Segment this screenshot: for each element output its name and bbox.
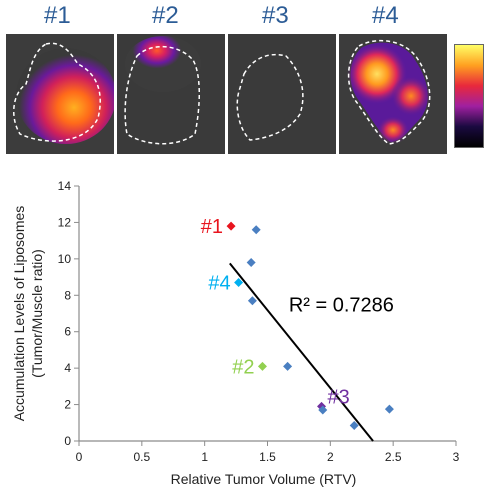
y-tick-label: 14 [58, 179, 72, 193]
y-tick-label: 0 [64, 434, 71, 448]
y-tick-label: 4 [64, 361, 71, 375]
data-point [251, 225, 261, 235]
r-squared-annotation: R² = 0.7286 [289, 295, 394, 317]
data-point [226, 221, 236, 231]
panel-label-4: #4 [372, 2, 399, 29]
y-tick-label: 10 [58, 252, 72, 266]
point-label: #2 [232, 356, 254, 378]
y-tick-label: 6 [64, 325, 71, 339]
point-label: #3 [328, 386, 350, 408]
x-tick-label: 1.5 [259, 450, 276, 464]
color-scale-bar [454, 44, 484, 148]
data-point [257, 361, 267, 371]
y-axis-label-line1: Accumulation Levels of Liposomes [11, 206, 27, 422]
data-point [234, 278, 244, 288]
y-tick-label: 2 [64, 398, 71, 412]
panel-image-4 [339, 34, 447, 154]
panel-image-3 [228, 34, 336, 154]
data-point [246, 258, 256, 267]
point-label: #4 [208, 273, 230, 295]
y-tick-label: 8 [64, 288, 71, 302]
y-tick-label: 12 [58, 215, 72, 229]
panel-image-2 [117, 34, 225, 154]
point-label: #1 [201, 216, 223, 238]
panel-label-1: #1 [44, 2, 71, 29]
x-tick-label: 2 [327, 450, 334, 464]
data-point [384, 404, 394, 414]
data-point [349, 421, 359, 431]
data-point [318, 405, 328, 415]
panel-label-3: #3 [262, 2, 289, 29]
panel-label-2: #2 [152, 2, 179, 29]
panel-image-1 [6, 34, 114, 154]
x-tick-label: 0.5 [133, 450, 150, 464]
x-axis-label: Relative Tumor Volume (RTV) [171, 471, 357, 487]
trend-line [229, 262, 374, 442]
data-point [283, 361, 293, 371]
x-tick-label: 3 [453, 450, 460, 464]
data-point [247, 296, 257, 306]
y-axis-label-line2: (Tumor/Muscle ratio) [29, 249, 45, 378]
x-tick-label: 1 [201, 450, 208, 464]
x-tick-label: 2.5 [385, 450, 402, 464]
scatter-chart: 0 2 4 6 8 10 12 14 0 0.5 1 1.5 2 2.5 3 Relative Tumor V… [11, 179, 460, 487]
x-tick-label: 0 [76, 450, 83, 464]
